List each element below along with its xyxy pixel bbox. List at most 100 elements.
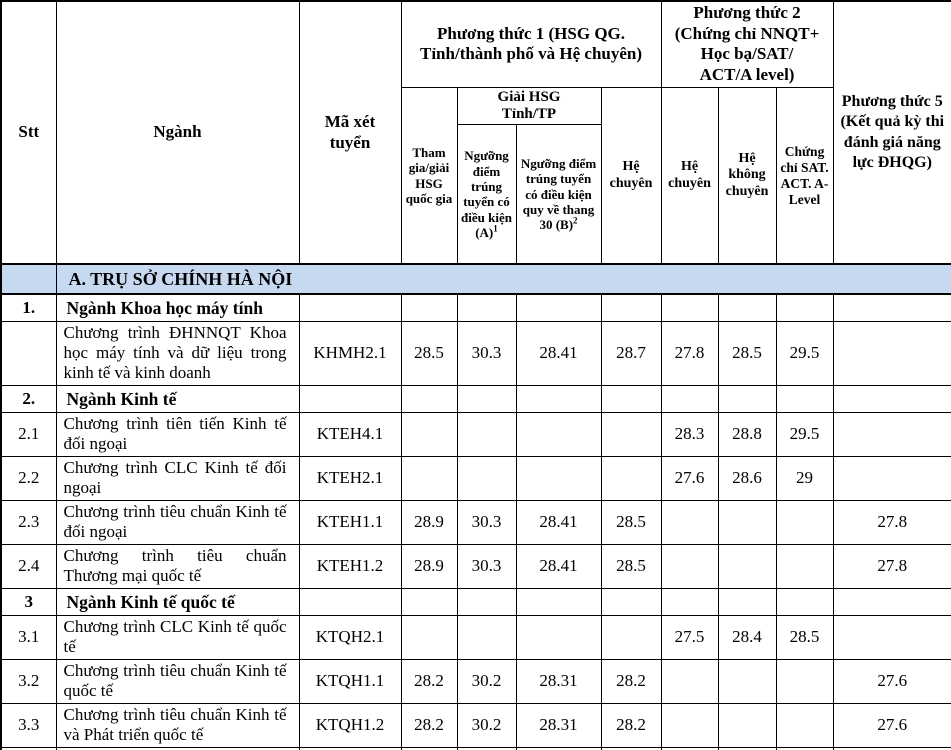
score-cell xyxy=(717,499,777,545)
row-stt xyxy=(0,320,57,386)
score-cell: 30.3 xyxy=(456,543,517,589)
row-stt: 3.2 xyxy=(0,658,57,704)
row-admission-code xyxy=(298,293,402,322)
score-cell xyxy=(775,499,834,545)
row-program-name: Chương trình tiêu chuẩn Kinh tế quốc tế xyxy=(55,658,300,704)
row-stt: 3.1 xyxy=(0,614,57,660)
row-stt: 3 xyxy=(0,587,57,616)
col-header-phuong-thuc-5: Phương thức 5 (Kết quả kỳ thi đánh giá n… xyxy=(832,0,951,265)
row-program-name: Chương trình CLC Kinh tế quốc tế xyxy=(55,614,300,660)
col-header-tham-gia-hsg: Tham gia/giải HSG quốc gia xyxy=(400,86,458,265)
row-stt: 1. xyxy=(0,293,57,322)
row-admission-code xyxy=(298,587,402,616)
score-cell xyxy=(600,614,662,660)
score-cell: 28.4 xyxy=(717,614,777,660)
score-cell xyxy=(400,614,458,660)
score-cell xyxy=(515,587,602,616)
table-row: 2.3 Chương trình tiêu chuẩn Kinh tế đối … xyxy=(0,499,951,545)
score-cell: 28.41 xyxy=(515,499,602,545)
row-program-name: Chương trình tiêu chuẩn Kinh tế đối ngoạ… xyxy=(55,499,300,545)
score-cell xyxy=(515,384,602,413)
score-cell: 28.9 xyxy=(400,499,458,545)
score-cell: 28.2 xyxy=(400,658,458,704)
score-cell: 30.2 xyxy=(456,658,517,704)
col-header-ma-xet-tuyen: Mã xét tuyển xyxy=(298,0,402,265)
col-header-stt: Stt xyxy=(0,0,57,265)
row-admission-code: KTQH1.2 xyxy=(298,702,402,748)
score-cell xyxy=(660,384,719,413)
col-group-phuong-thuc-1: Phương thức 1 (HSG QG. Tỉnh/thành phố và… xyxy=(400,0,662,88)
score-cell xyxy=(717,587,777,616)
nguong-b-label: Ngưỡng điểm trúng tuyển có điều kiện quy… xyxy=(520,155,597,233)
score-cell: 28.5 xyxy=(600,543,662,589)
score-cell: 30.2 xyxy=(456,702,517,748)
col-header-chung-chi-sat-act: Chứng chỉ SAT. ACT. A-Level xyxy=(775,86,834,265)
score-cell: 27.6 xyxy=(832,702,951,748)
score-cell xyxy=(400,455,458,501)
clipped-cell xyxy=(600,746,662,750)
row-stt: 3.3 xyxy=(0,702,57,748)
score-cell: 28.5 xyxy=(775,614,834,660)
col-header-nganh: Ngành xyxy=(55,0,300,265)
score-cell: 28.8 xyxy=(717,411,777,457)
score-cell xyxy=(775,543,834,589)
score-cell xyxy=(832,411,951,457)
section-stt-cell xyxy=(0,263,57,296)
score-cell: 28.31 xyxy=(515,658,602,704)
score-cell xyxy=(456,411,517,457)
score-cell xyxy=(832,293,951,322)
score-cell: 30.3 xyxy=(456,320,517,386)
table-row: 2.1 Chương trình tiên tiến Kinh tế đối n… xyxy=(0,411,951,457)
score-cell: 28.6 xyxy=(717,455,777,501)
footnote-1-marker: 1 xyxy=(493,223,498,234)
score-cell xyxy=(600,293,662,322)
score-cell xyxy=(456,384,517,413)
score-cell xyxy=(717,384,777,413)
row-program-name: Chương trình tiêu chuẩn Thương mại quốc … xyxy=(55,543,300,589)
header-row-thresholds: Ngưỡng điểm trúng tuyển có điều kiện (A)… xyxy=(1,123,951,265)
row-major-name: Ngành Kinh tế quốc tế xyxy=(55,587,300,616)
row-stt: 2.2 xyxy=(0,455,57,501)
row-admission-code: KHMH2.1 xyxy=(298,320,402,386)
score-cell: 27.8 xyxy=(832,543,951,589)
table-row: Chương trình ĐHNNQT Khoa học máy tính và… xyxy=(0,320,951,386)
header-row-groups: Stt Ngành Mã xét tuyển Phương thức 1 (HS… xyxy=(0,0,951,265)
score-cell: 29.5 xyxy=(775,320,834,386)
score-cell: 28.41 xyxy=(515,320,602,386)
row-admission-code: KTQH2.1 xyxy=(298,614,402,660)
col-header-he-chuyen-pt2: Hệ chuyên xyxy=(660,86,719,265)
score-cell: 28.31 xyxy=(515,702,602,748)
table-row: 1. Ngành Khoa học máy tính xyxy=(0,293,951,322)
row-admission-code: KTEH1.1 xyxy=(298,499,402,545)
score-cell: 28.7 xyxy=(600,320,662,386)
score-cell: 27.8 xyxy=(832,499,951,545)
score-cell xyxy=(456,455,517,501)
col-header-he-chuyen-pt1: Hệ chuyên xyxy=(600,86,662,265)
row-stt: 2. xyxy=(0,384,57,413)
clipped-next-row xyxy=(0,746,951,750)
score-cell xyxy=(775,702,834,748)
score-cell xyxy=(660,543,719,589)
row-program-name: Chương trình ĐHNNQT Khoa học máy tính và… xyxy=(55,320,300,386)
score-cell xyxy=(600,455,662,501)
row-program-name: Chương trình CLC Kinh tế đối ngoại xyxy=(55,455,300,501)
score-cell xyxy=(515,411,602,457)
score-cell xyxy=(717,658,777,704)
score-cell: 28.5 xyxy=(400,320,458,386)
score-cell xyxy=(400,384,458,413)
table-row: 3 Ngành Kinh tế quốc tế xyxy=(0,587,951,616)
score-cell xyxy=(717,543,777,589)
score-cell xyxy=(660,702,719,748)
table-row: 3.3 Chương trình tiêu chuẩn Kinh tế và P… xyxy=(0,702,951,748)
row-admission-code: KTQH1.1 xyxy=(298,658,402,704)
col-group-giai-hsg-tinh-tp: Giải HSG Tỉnh/TP xyxy=(456,86,602,125)
score-cell: 27.6 xyxy=(660,455,719,501)
score-cell: 28.5 xyxy=(600,499,662,545)
score-cell xyxy=(775,384,834,413)
row-admission-code: KTEH2.1 xyxy=(298,455,402,501)
row-admission-code xyxy=(298,384,402,413)
score-cell: 28.2 xyxy=(600,702,662,748)
table-row: 3.1 Chương trình CLC Kinh tế quốc tế KTQ… xyxy=(0,614,951,660)
section-title: A. TRỤ SỞ CHÍNH HÀ NỘI xyxy=(55,263,951,296)
